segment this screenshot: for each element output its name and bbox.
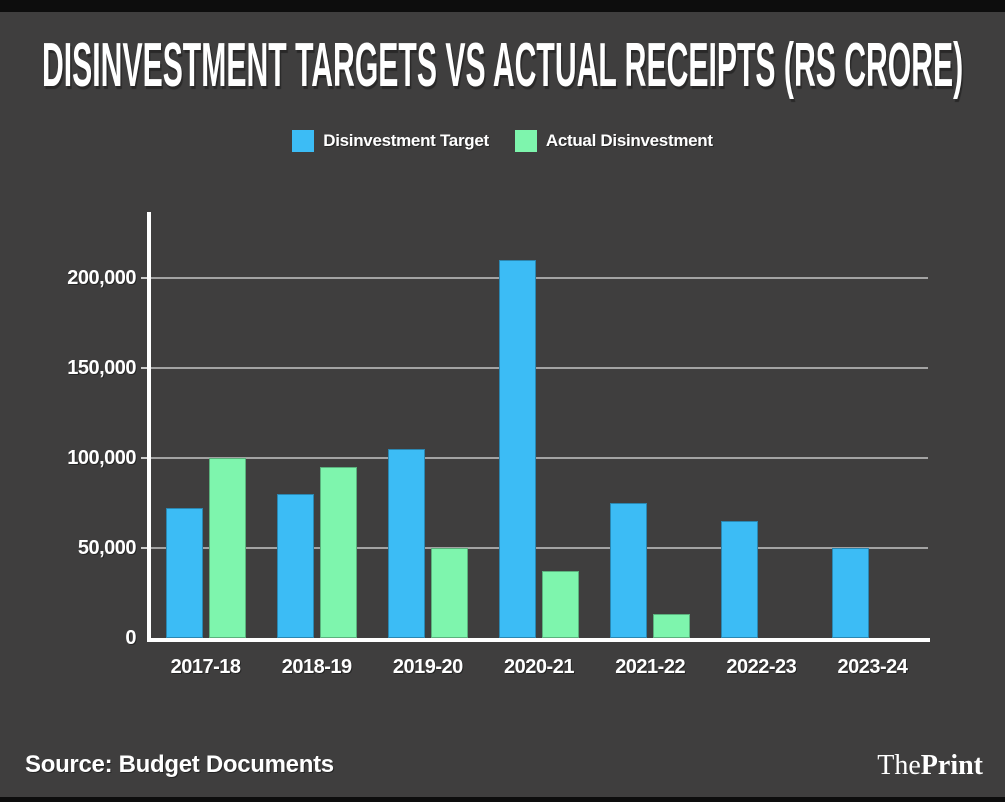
y-tick-50000 (141, 547, 150, 549)
y-axis-line (147, 212, 151, 642)
y-tick-100000 (141, 457, 150, 459)
theprint-logo-print: Print (920, 750, 983, 781)
x-tick-label-2023-24: 2023-24 (837, 656, 908, 678)
bar-target-2021-22 (610, 503, 648, 638)
theprint-logo-the: The (877, 750, 921, 781)
y-tick-label-150000: 150,000 (67, 357, 136, 379)
top-edge-strip (0, 0, 1005, 12)
source-note: Source: Budget Documents (25, 751, 334, 778)
gridline-50000 (150, 547, 928, 549)
x-tick-label-2022-23: 2022-23 (726, 656, 797, 678)
actual-swatch-icon (514, 130, 537, 152)
legend-label-actual: Actual Disinvestment (545, 131, 713, 150)
x-axis-line (147, 638, 930, 642)
chart-title: DISINVESTMENT TARGETS VS ACTUAL RECEIPTS… (42, 31, 964, 100)
y-tick-label-100000: 100,000 (67, 447, 136, 469)
legend-item-actual: Actual Disinvestment (514, 130, 713, 152)
bar-target-2018-19 (276, 494, 314, 638)
bottom-edge-strip (0, 797, 1005, 802)
bar-actual-2018-19 (319, 467, 357, 638)
y-tick-150000 (141, 367, 150, 369)
gridline-150000 (150, 367, 928, 369)
bar-actual-2017-18 (208, 458, 246, 638)
legend-item-target: Disinvestment Target (292, 130, 489, 152)
y-tick-label-200000: 200,000 (67, 267, 136, 289)
bar-target-2017-18 (165, 507, 203, 638)
chart-legend: Disinvestment Target Actual Disinvestmen… (0, 130, 1005, 152)
bar-target-2023-24 (832, 548, 870, 638)
y-tick-200000 (141, 277, 150, 279)
x-tick-label-2020-21: 2020-21 (504, 656, 574, 678)
gridline-100000 (150, 457, 928, 459)
theprint-logo: ThePrint (877, 750, 983, 782)
y-tick-label-50000: 50,000 (77, 537, 137, 559)
bar-target-2020-21 (499, 260, 536, 638)
legend-label-target: Disinvestment Target (323, 131, 489, 150)
bar-target-2019-20 (387, 449, 425, 638)
x-tick-label-2021-22: 2021-22 (615, 656, 686, 678)
x-tick-label-2018-19: 2018-19 (281, 656, 352, 678)
bar-actual-2020-21 (542, 571, 579, 638)
gridline-200000 (150, 277, 928, 279)
y-tick-label-0: 0 (125, 627, 136, 649)
x-tick-label-2017-18: 2017-18 (170, 656, 241, 678)
bar-actual-2019-20 (430, 548, 468, 638)
target-swatch-icon (292, 130, 315, 152)
bar-actual-2021-22 (653, 613, 691, 638)
x-tick-label-2019-20: 2019-20 (392, 656, 463, 678)
bar-target-2022-23 (721, 521, 759, 638)
